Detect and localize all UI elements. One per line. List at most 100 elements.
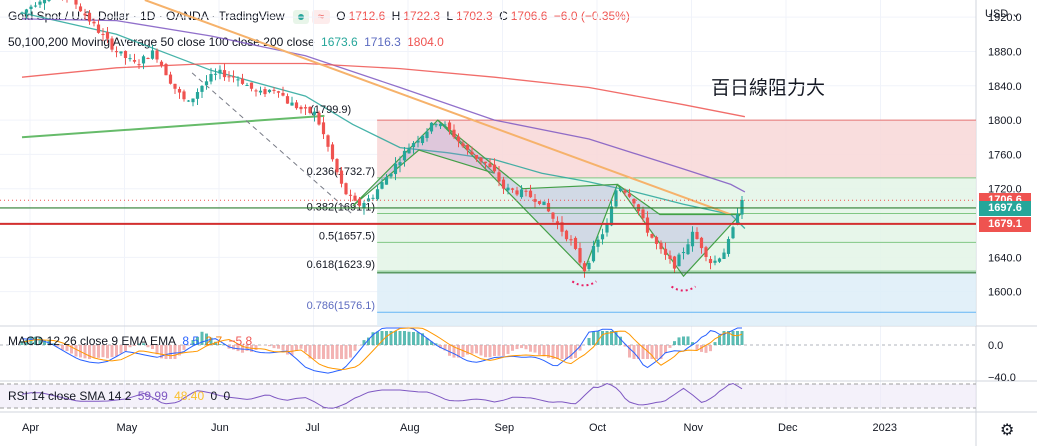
y-tick-label: 1800.0 [988, 115, 1022, 127]
macd-histogram-bar [106, 345, 109, 359]
candle-body [101, 34, 105, 36]
y-tick-label: 1840.0 [988, 81, 1022, 93]
candle-body [627, 193, 632, 197]
macd-histogram-bar [659, 345, 663, 359]
price-tag: 1679.1 [979, 216, 1031, 232]
ma200-value: 1804.0 [407, 35, 444, 49]
candle-body [735, 214, 740, 225]
macd-histogram-bar [547, 345, 550, 358]
candle-body [713, 260, 717, 263]
macd-histogram-bar [299, 345, 303, 349]
macd-histogram-bar [398, 331, 402, 345]
candle-body [407, 147, 411, 154]
macd-histogram-bar [619, 336, 622, 345]
candle-body [668, 255, 672, 259]
candle-body [87, 13, 92, 22]
candle-body [740, 200, 744, 215]
macd-histogram-bar [637, 345, 640, 359]
macd-histogram-bar [538, 345, 541, 355]
x-tick-label: Dec [778, 422, 798, 434]
rsi-legend[interactable]: RSI 14 close SMA 14 2 59.99 48.40 0 0 [8, 389, 233, 403]
x-tick-label: Jul [306, 422, 320, 434]
macd-line [21, 327, 742, 374]
candle-body [105, 32, 110, 39]
y-tick-label: 1920.0 [988, 12, 1022, 24]
macd-histogram-bar [340, 345, 343, 359]
candle-body [272, 89, 276, 91]
macd-histogram-bar [43, 340, 46, 345]
macd-histogram-bar [407, 331, 411, 345]
macd-histogram-bar [452, 345, 456, 358]
macd-histogram-bar [623, 345, 627, 347]
macd-histogram-bar [349, 345, 352, 358]
low-value: 1702.3 [456, 9, 493, 23]
candle-body [587, 262, 591, 270]
macd-legend[interactable]: MACD 12 26 close 9 EMA EMA 8.5 2.7 −5.8 [8, 334, 255, 348]
candle-body [429, 122, 434, 132]
macd-value-2: 2.7 [205, 334, 223, 348]
rsi-value-4: 0 [223, 389, 231, 403]
macd-histogram-bar [92, 345, 96, 358]
candle-body [78, 6, 83, 12]
macd-histogram-bar [569, 345, 573, 359]
candle-body [447, 122, 452, 130]
candle-body [564, 230, 569, 240]
macd-histogram-bar [160, 345, 163, 359]
macd-histogram-bar [52, 343, 55, 345]
macd-histogram-bar [151, 345, 154, 350]
candle-body [596, 239, 600, 247]
macd-histogram-bar [178, 345, 181, 356]
ma-legend[interactable]: 50,100,200 Moving Average 50 close 100 c… [8, 35, 447, 49]
candle-body [371, 197, 375, 199]
candle-body [632, 198, 636, 204]
candle-body [434, 124, 438, 126]
candle-body [411, 143, 416, 148]
candle-body [578, 248, 582, 263]
price-tag: 1697.6 [979, 200, 1031, 216]
macd-histogram-bar [479, 345, 483, 356]
settings-gear-icon[interactable]: ⚙ [1000, 422, 1015, 439]
macd-histogram-bar [740, 331, 744, 345]
candle-body [267, 89, 272, 93]
macd-histogram-bar [173, 345, 177, 359]
candle-body [321, 122, 326, 135]
macd-histogram-bar [515, 345, 519, 350]
candle-body [308, 106, 312, 113]
candle-body [236, 79, 240, 81]
candle-body [623, 190, 627, 193]
macd-histogram-bar [470, 345, 474, 354]
macd-histogram-bar [448, 345, 451, 356]
rsi-value-2: 48.40 [174, 389, 205, 403]
candle-body [659, 242, 663, 250]
candle-body [519, 189, 524, 198]
candle-body [258, 90, 263, 93]
candle-body [560, 222, 564, 232]
macd-histogram-bar [578, 345, 582, 351]
macd-histogram-bar [389, 331, 393, 345]
candle-body [605, 222, 609, 233]
macd-histogram-bar [709, 345, 712, 352]
candle-body [357, 198, 362, 206]
macd-histogram-bar [416, 332, 420, 345]
macd-histogram-bar [56, 345, 60, 347]
candle-body [677, 254, 681, 267]
candle-body [168, 74, 173, 84]
ma-legend-label: 50,100,200 Moving Average 50 close 100 c… [8, 35, 315, 49]
candle-body [281, 92, 285, 96]
macd-histogram-bar [628, 345, 631, 358]
candle-body [141, 56, 146, 64]
candle-body [38, 1, 42, 5]
candle-body [402, 150, 407, 161]
macd-histogram-bar [434, 343, 438, 345]
candle-body [326, 135, 330, 147]
candle-body [335, 159, 339, 173]
macd-histogram-bar [286, 345, 289, 355]
candle-body [641, 209, 645, 219]
currency-selector[interactable]: USD ⌄ [985, 7, 1021, 20]
candle-body [708, 258, 713, 264]
candle-body [299, 106, 303, 110]
candle-body [384, 177, 389, 185]
open-value: 1712.6 [348, 9, 386, 23]
candle-body [110, 38, 114, 50]
